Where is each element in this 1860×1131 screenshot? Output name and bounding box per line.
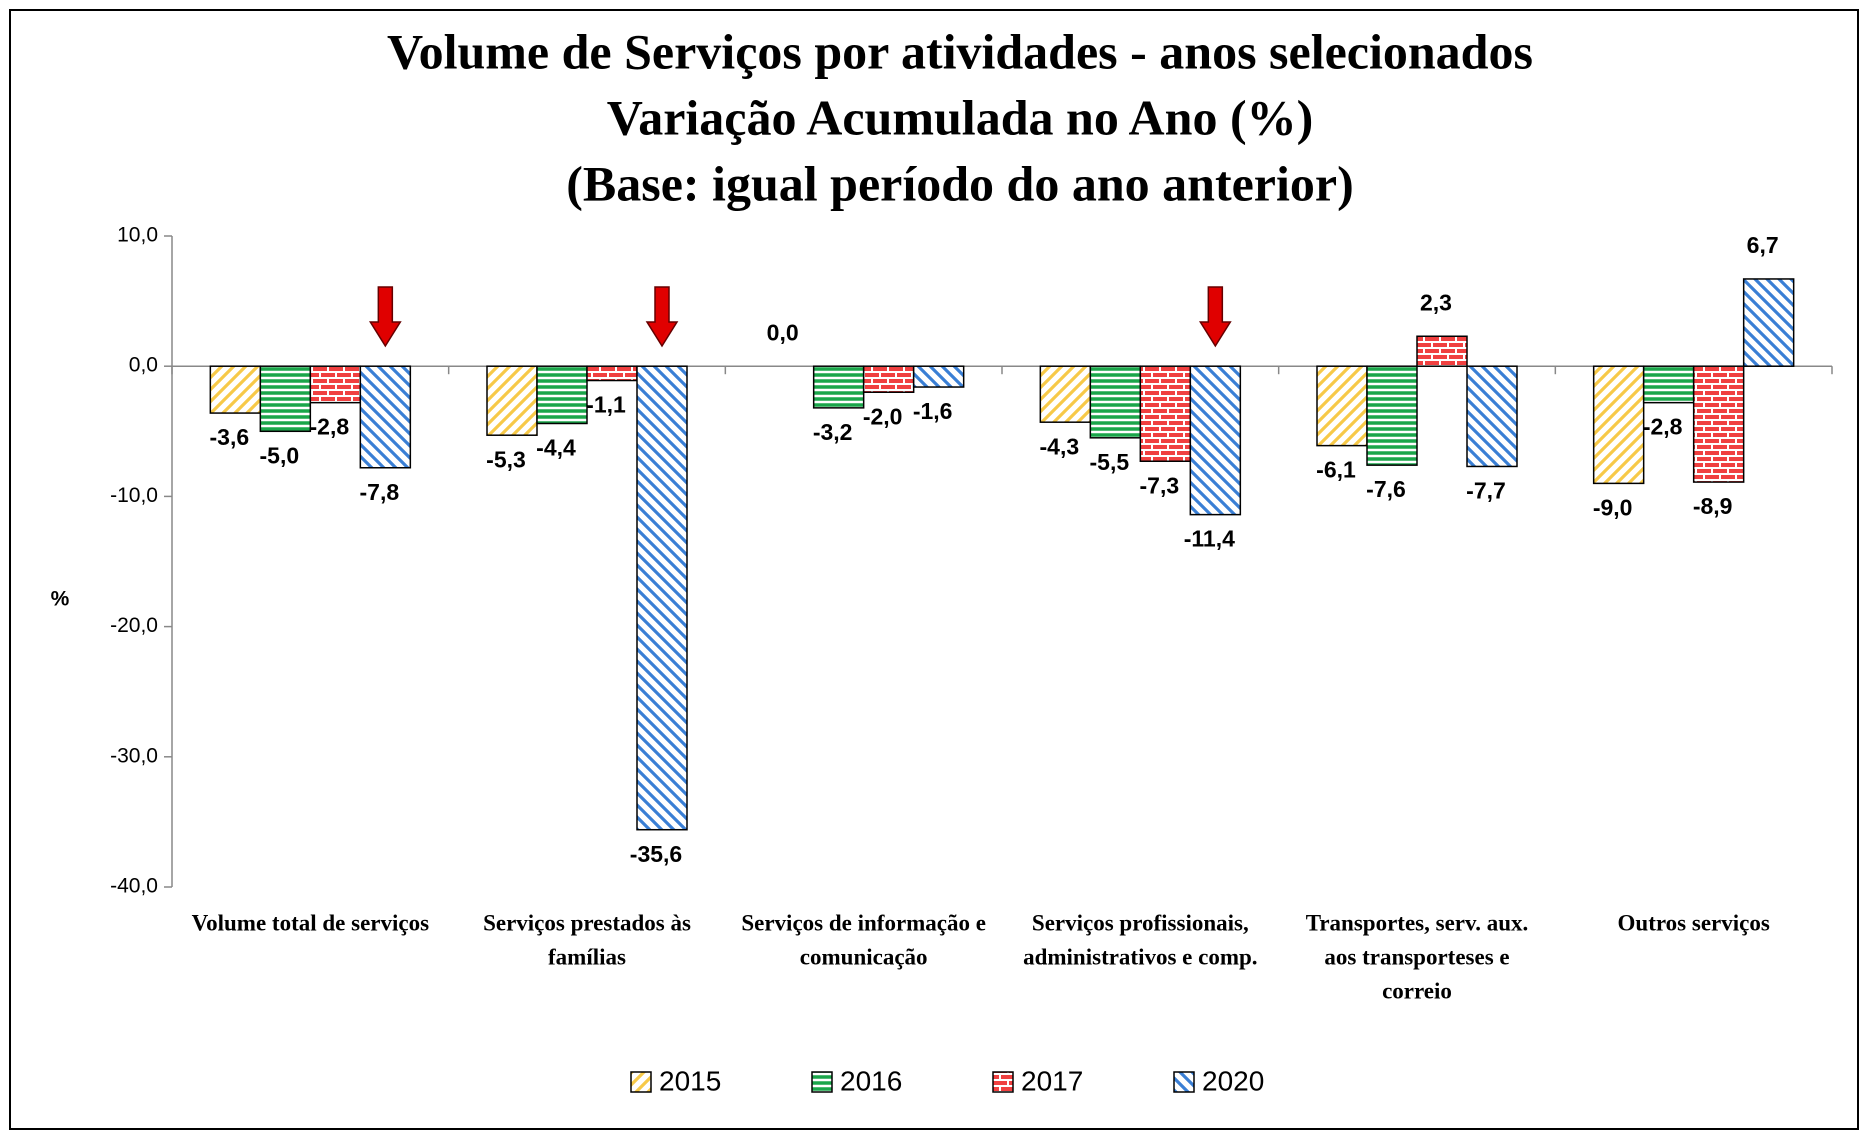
- chart-title: Volume de Serviços por atividades - anos…: [387, 23, 1533, 79]
- legend-swatch: [1173, 1071, 1195, 1093]
- bar: [812, 365, 865, 409]
- bar: [862, 365, 915, 393]
- x-tick-label: aos transporteses e: [1324, 944, 1509, 969]
- data-label: 0,0: [767, 319, 799, 345]
- y-tick-label: -10,0: [110, 484, 158, 507]
- arrow: [368, 286, 402, 348]
- data-label: -3,6: [210, 424, 250, 450]
- bar: [309, 365, 362, 404]
- legend-swatch: [811, 1071, 833, 1093]
- arrow: [1198, 286, 1232, 348]
- x-tick-label: famílias: [548, 944, 626, 969]
- y-tick-label: -40,0: [110, 875, 158, 898]
- x-tick-label: Transportes, serv. aux.: [1306, 910, 1529, 935]
- data-label: -7,8: [360, 479, 400, 505]
- data-label: -4,3: [1040, 433, 1080, 459]
- data-label: -3,2: [813, 419, 853, 445]
- x-tick-label: Outros serviços: [1618, 910, 1770, 935]
- x-tick-label: Serviços de informação e: [741, 910, 986, 935]
- data-label: -5,5: [1090, 449, 1130, 475]
- y-tick-label: 0,0: [129, 354, 158, 377]
- x-tick-label: administrativos e comp.: [1023, 944, 1257, 969]
- bar: [259, 365, 312, 433]
- data-label: 2,3: [1420, 289, 1452, 315]
- bar: [1692, 365, 1745, 483]
- data-label: -35,6: [630, 841, 682, 867]
- bar: [636, 365, 688, 831]
- data-label: -7,3: [1140, 472, 1180, 498]
- data-label: -5,0: [260, 442, 300, 468]
- data-label: -6,1: [1316, 457, 1356, 483]
- bar: [1039, 365, 1092, 423]
- y-tick-label: -20,0: [110, 614, 158, 637]
- data-label: -2,8: [1643, 414, 1683, 440]
- bar: [1742, 278, 1795, 367]
- bar: [1089, 365, 1142, 439]
- bar: [1466, 365, 1518, 468]
- data-label: -1,1: [586, 392, 626, 418]
- chart-title: Variação Acumulada no Ano (%): [607, 89, 1314, 145]
- data-label: -2,0: [863, 403, 903, 429]
- bar: [1642, 365, 1695, 404]
- legend-label: 2017: [1021, 1065, 1083, 1096]
- legend-label: 2015: [659, 1065, 721, 1096]
- y-tick-label: -30,0: [110, 744, 158, 767]
- data-label: -9,0: [1593, 494, 1633, 520]
- bar: [1592, 365, 1645, 485]
- x-tick-label: Serviços prestados às: [483, 910, 691, 935]
- data-label: -2,8: [310, 414, 350, 440]
- legend-label: 2020: [1202, 1065, 1264, 1096]
- data-label: -7,6: [1366, 476, 1406, 502]
- bar: [209, 365, 262, 414]
- x-tick-label: correio: [1382, 978, 1452, 1003]
- chart-title: (Base: igual período do ano anterior): [566, 155, 1353, 211]
- data-label: -4,4: [536, 435, 576, 461]
- data-label: -8,9: [1693, 493, 1733, 519]
- x-tick-label: Volume total de serviços: [192, 910, 429, 935]
- bar: [1139, 365, 1192, 462]
- bar: [1366, 365, 1418, 466]
- legend-label: 2016: [840, 1065, 902, 1096]
- y-tick-label: 10,0: [117, 224, 158, 247]
- bar: [1416, 335, 1468, 367]
- data-label: -5,3: [486, 446, 526, 472]
- data-label: -11,4: [1184, 526, 1235, 552]
- bar: [486, 365, 538, 436]
- bar: [536, 365, 588, 425]
- data-label: 6,7: [1747, 232, 1779, 258]
- bar: [1189, 365, 1242, 516]
- bar: [1316, 365, 1368, 447]
- x-tick-label: Serviços profissionais,: [1032, 910, 1249, 935]
- bar: [359, 365, 412, 469]
- chart-border: [9, 9, 1859, 1130]
- y-axis-label: %: [51, 588, 70, 611]
- x-tick-label: comunicação: [800, 944, 928, 969]
- data-label: -7,7: [1466, 478, 1506, 504]
- legend-swatch: [992, 1071, 1014, 1093]
- bar: [586, 365, 638, 382]
- data-label: -1,6: [913, 398, 953, 424]
- bar: [912, 365, 965, 388]
- arrow: [645, 286, 679, 348]
- legend-swatch: [630, 1071, 652, 1093]
